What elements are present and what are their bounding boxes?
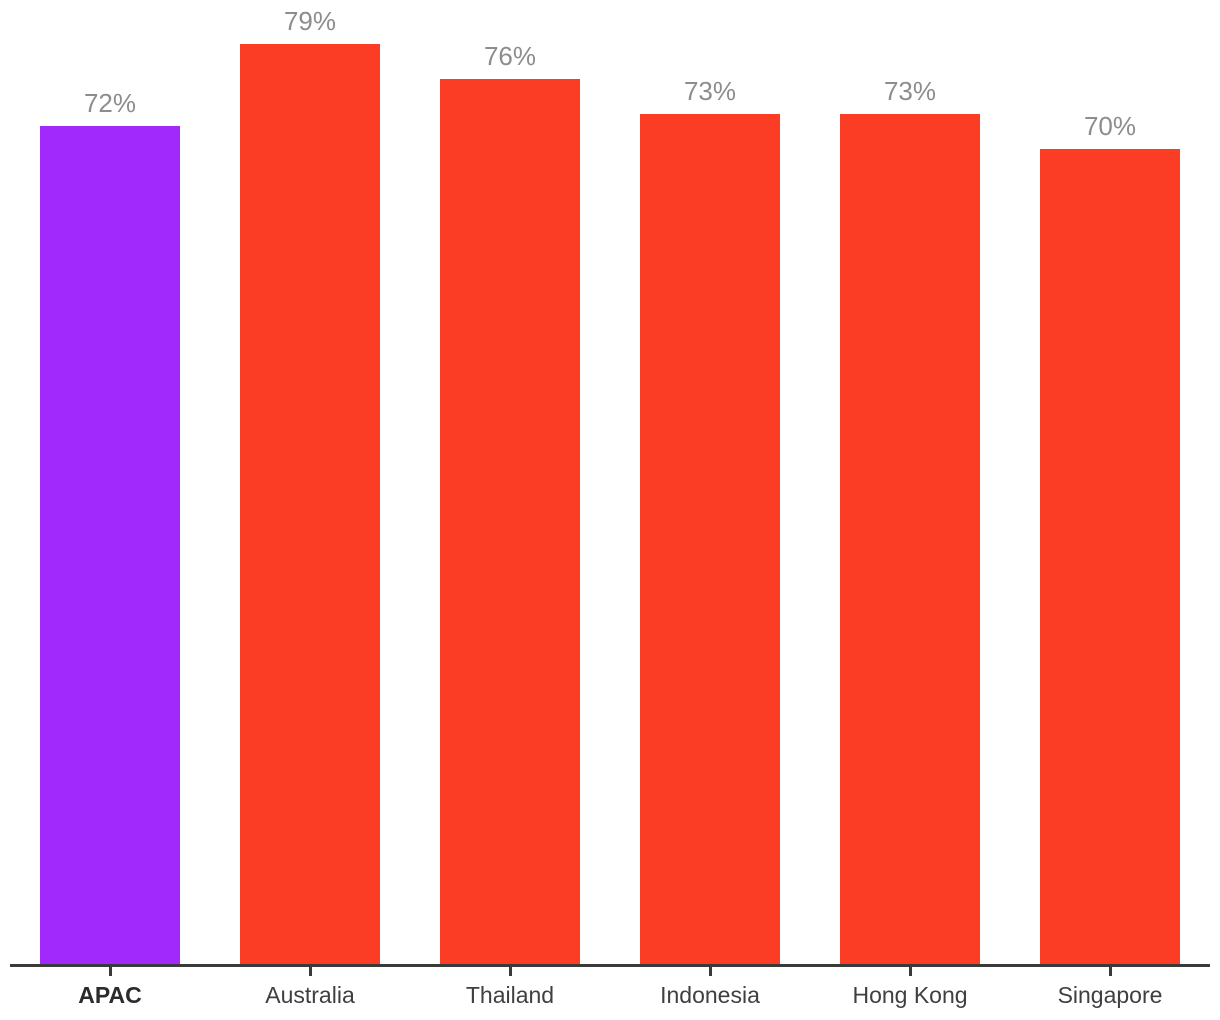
bar-group: 70% xyxy=(1040,0,1180,964)
x-axis-tick xyxy=(908,967,912,976)
bar-indonesia xyxy=(640,114,780,964)
bar-group: 73% xyxy=(840,0,980,964)
bar-thailand xyxy=(440,79,580,964)
bar-value-label: 72% xyxy=(83,88,137,118)
bar-hong-kong xyxy=(840,114,980,964)
x-axis-tick xyxy=(308,967,312,976)
bar-group: 76% xyxy=(440,0,580,964)
x-axis-tick xyxy=(508,967,512,976)
bar-value-label: 76% xyxy=(483,41,537,71)
x-axis-line xyxy=(10,964,1210,967)
x-axis-category-label: Australia xyxy=(265,982,355,1008)
bar-group: 79% xyxy=(240,0,380,964)
bar-value-label: 73% xyxy=(683,76,737,106)
x-axis-category-label: Hong Kong xyxy=(852,982,968,1008)
bar-value-label: 70% xyxy=(1083,111,1137,141)
x-axis-category-label: Thailand xyxy=(465,982,555,1008)
x-axis-tick xyxy=(108,967,112,976)
plot-area: 72% 79% 76% 73% 73% 70% xyxy=(40,0,1180,964)
bar-value-label: 73% xyxy=(883,76,937,106)
x-axis-tick xyxy=(708,967,712,976)
x-axis-category-label: Indonesia xyxy=(660,982,760,1008)
x-axis-category-label: APAC xyxy=(78,982,142,1008)
bar-value-label: 79% xyxy=(283,6,337,36)
bar-group: 72% xyxy=(40,0,180,964)
x-axis-tick xyxy=(1108,967,1112,976)
bar-group: 73% xyxy=(640,0,780,964)
bar-australia xyxy=(240,44,380,964)
bar-singapore xyxy=(1040,149,1180,964)
bar-apac xyxy=(40,126,180,964)
x-axis-category-label: Singapore xyxy=(1057,982,1163,1008)
